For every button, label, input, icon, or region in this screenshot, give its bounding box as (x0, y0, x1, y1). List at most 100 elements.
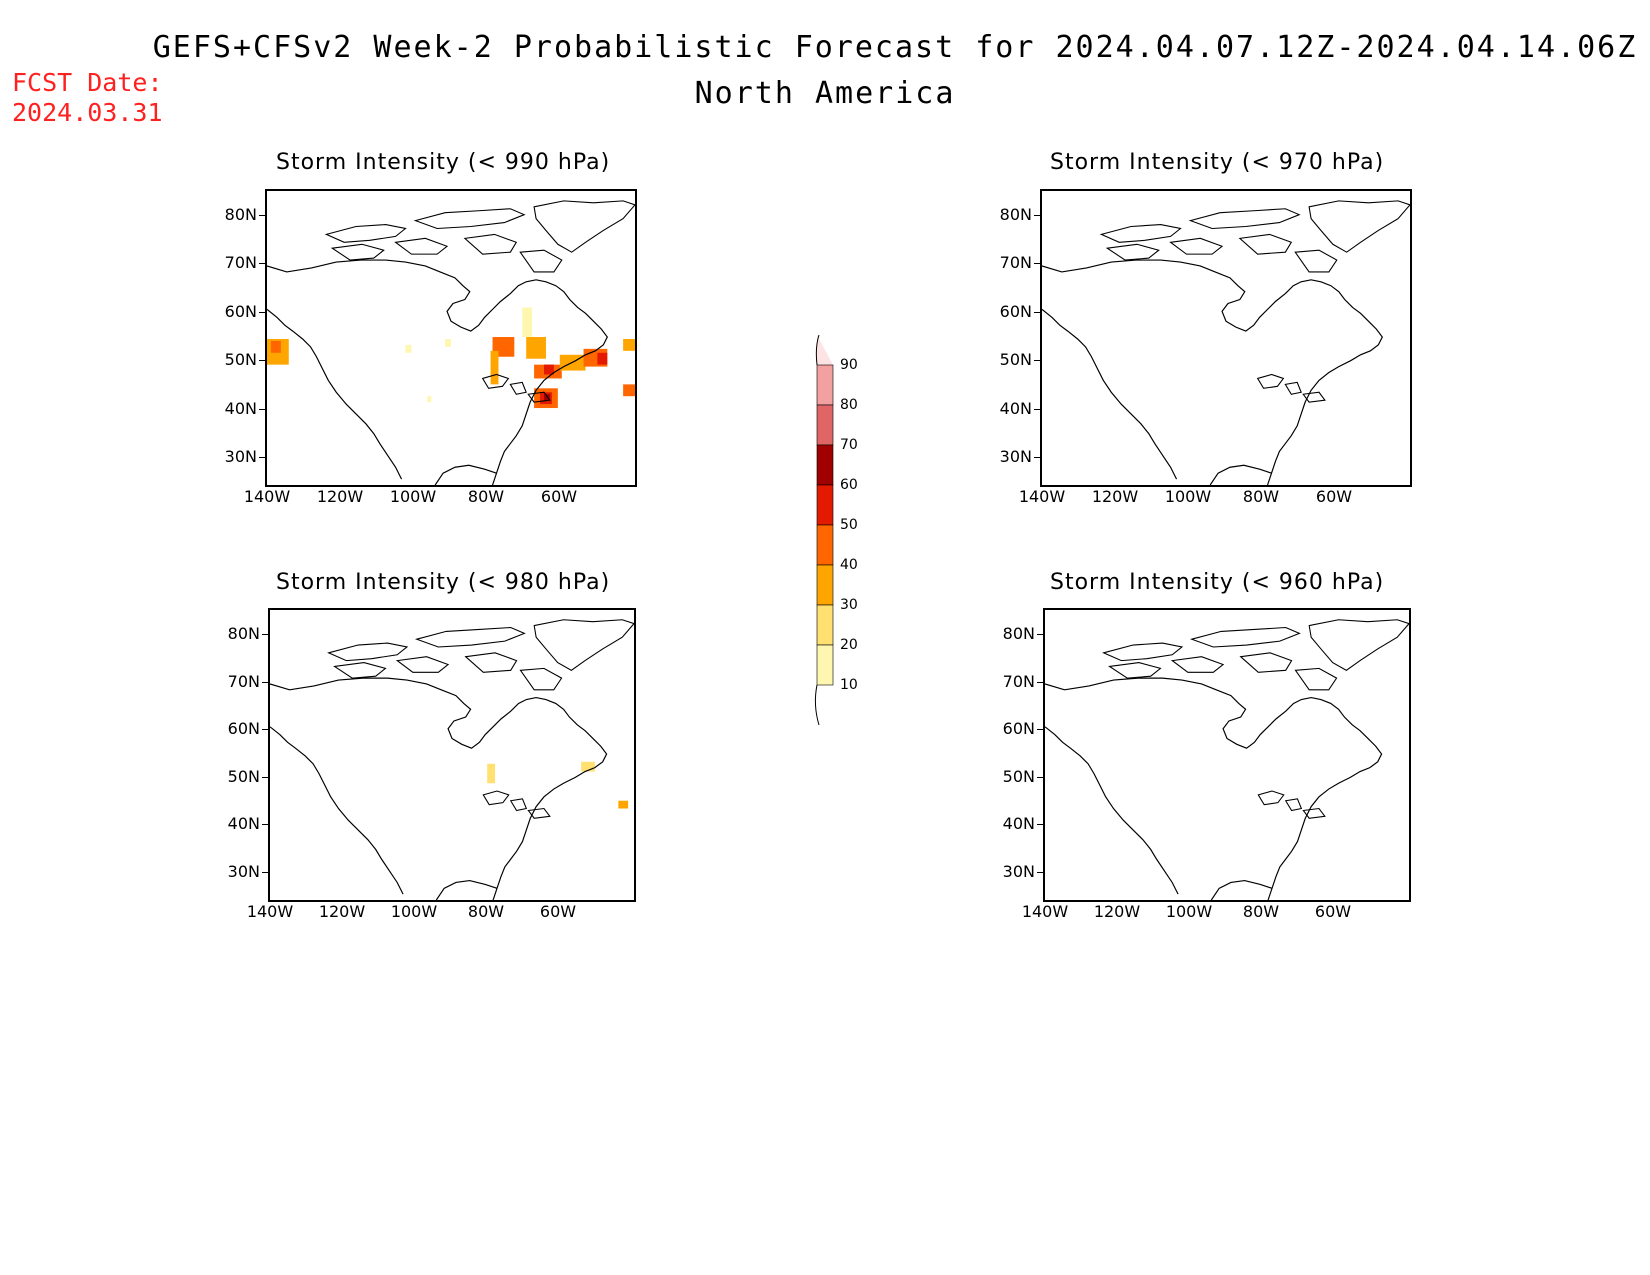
probability-cell (522, 307, 533, 338)
lat-tick (259, 457, 265, 458)
lon-tick-label: 120W (1091, 487, 1139, 506)
colorbar-label: 40 (840, 557, 858, 573)
lat-tick (1037, 776, 1043, 778)
probability-cell (581, 761, 595, 772)
island-outline (1099, 223, 1182, 243)
island-outline (395, 656, 450, 673)
map-frame (1040, 189, 1412, 487)
coastline (1042, 259, 1383, 485)
colorbar-label: 90 (840, 357, 858, 373)
lon-tick-label: 80W (1242, 902, 1280, 921)
probability-cell (405, 344, 412, 353)
lon-tick-label: 120W (318, 902, 366, 921)
lon-tick-label: 140W (243, 487, 291, 506)
lon-tick-label: 100W (1165, 902, 1213, 921)
lat-tick (262, 872, 268, 873)
coastline (270, 677, 608, 900)
island-outline (327, 642, 409, 662)
lat-tick (1034, 215, 1040, 216)
lon-tick-label: 80W (467, 902, 505, 921)
lat-tick (1034, 457, 1040, 458)
colorbar-segment (816, 444, 834, 486)
coastline (267, 259, 608, 485)
lon-tick-label: 140W (1021, 902, 1069, 921)
lat-tick-label: 30N (227, 862, 260, 881)
lon-tick-label: 100W (389, 487, 437, 506)
probability-cell (270, 340, 281, 353)
lat-tick-label: 70N (999, 253, 1032, 273)
island-outline (1308, 619, 1409, 671)
lon-tick-label: 140W (1018, 487, 1066, 506)
lat-tick (1037, 824, 1043, 826)
panel-title: Storm Intensity (< 980 hPa) (276, 570, 611, 595)
island-outline (533, 200, 635, 253)
probability-cell (597, 352, 608, 365)
island-outline (519, 249, 563, 273)
map-frame (265, 189, 637, 487)
lon-tick-label: 120W (1093, 902, 1141, 921)
island-outline (1169, 237, 1224, 255)
great-lakes (481, 373, 551, 403)
lat-tick (262, 776, 268, 778)
lat-tick (262, 681, 268, 683)
colorbar-label: 70 (840, 437, 858, 453)
island-outline (1239, 652, 1293, 673)
lat-tick-label: 50N (999, 350, 1032, 370)
lon-tick-label: 100W (390, 902, 438, 921)
probability-cell (623, 384, 635, 397)
island-outline (1170, 656, 1225, 673)
colorbar-label: 50 (840, 517, 858, 533)
colorbar-segment (816, 484, 834, 526)
lat-tick-label: 50N (1002, 766, 1035, 786)
colorbar-label: 60 (840, 477, 858, 493)
great-lakes (1257, 790, 1326, 819)
map-svg (1042, 200, 1410, 485)
probability-cell (543, 364, 554, 375)
colorbar-label: 20 (840, 637, 858, 653)
lat-tick (1034, 408, 1040, 410)
map-svg (270, 619, 634, 900)
island-outline (394, 237, 449, 255)
lat-tick (259, 408, 265, 410)
colorbar (814, 335, 834, 726)
island-outline (333, 662, 387, 679)
island-outline (1105, 243, 1160, 261)
island-outline (413, 208, 526, 230)
lon-tick-label: 60W (1315, 487, 1353, 506)
island-outline (1238, 233, 1293, 255)
colorbar-top-edge (815, 335, 820, 366)
probability-cell (623, 338, 635, 351)
colorbar-segment (816, 524, 834, 566)
colorbar-label: 30 (840, 597, 858, 613)
lat-tick-label: 40N (227, 814, 260, 834)
panel-title: Storm Intensity (< 990 hPa) (276, 150, 611, 175)
chart-subtitle: North America (694, 76, 956, 111)
fcst-date-label: FCST Date: (12, 68, 163, 97)
island-outline (1188, 208, 1301, 230)
island-outline (1102, 642, 1184, 662)
lat-tick-label: 70N (224, 253, 257, 273)
lat-tick-label: 50N (224, 350, 257, 370)
lat-tick-label: 60N (224, 301, 257, 321)
lat-tick-label: 80N (1002, 624, 1035, 643)
probability-cell (543, 394, 550, 401)
colorbar-segment (816, 364, 834, 406)
island-outline (463, 233, 518, 255)
lat-tick-label: 80N (227, 624, 260, 643)
island-outline (464, 652, 518, 673)
fcst-date-value: 2024.03.31 (12, 98, 163, 127)
colorbar-label: 10 (840, 677, 858, 693)
great-lakes (1256, 373, 1326, 403)
colorbar-segment (816, 404, 834, 446)
lat-tick (1037, 872, 1043, 873)
map-frame (268, 608, 636, 902)
lat-tick (1037, 681, 1043, 683)
lon-tick-label: 60W (1314, 902, 1352, 921)
probability-cell (427, 396, 432, 403)
probability-cell (445, 338, 451, 347)
lat-tick-label: 80N (999, 205, 1032, 224)
lat-tick-label: 40N (224, 398, 257, 418)
lat-tick-label: 40N (999, 398, 1032, 418)
lat-tick (1037, 634, 1043, 635)
lon-tick-label: 60W (539, 902, 577, 921)
